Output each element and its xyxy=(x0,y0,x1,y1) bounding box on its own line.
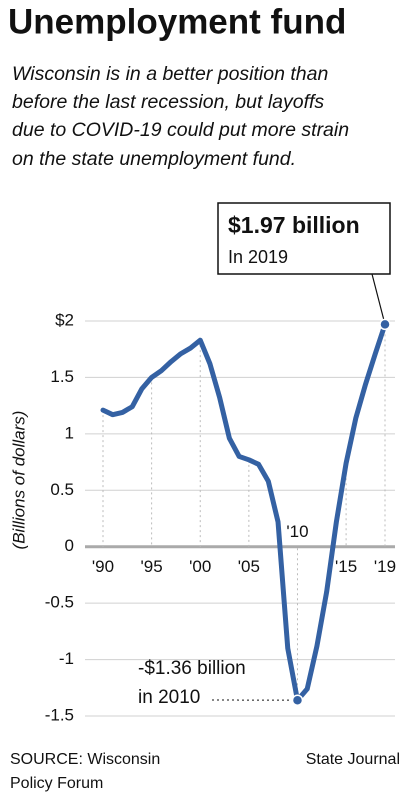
y-tick-label: -0.5 xyxy=(45,593,74,612)
subtitle: due to COVID-19 could put more strain xyxy=(12,119,349,141)
x-tick-label: '10 xyxy=(286,522,308,541)
callout-title: $1.97 billion xyxy=(228,212,360,238)
y-tick-label: -1.5 xyxy=(45,705,74,724)
source: Policy Forum xyxy=(10,775,103,792)
y-tick-label: 1 xyxy=(65,423,74,442)
x-tick-label: '19 xyxy=(374,557,396,576)
x-tick-label: '95 xyxy=(141,557,163,576)
y-tick-label: $2 xyxy=(55,310,74,329)
highlight-dot xyxy=(292,695,302,705)
low-label: in 2010 xyxy=(138,687,200,708)
source: SOURCE: Wisconsin xyxy=(10,751,160,768)
x-tick-label: '90 xyxy=(92,557,114,576)
x-tick-label: '00 xyxy=(189,557,211,576)
credit: State Journal xyxy=(306,751,400,768)
subtitle: Wisconsin is in a better position than xyxy=(12,63,328,85)
y-tick-label: 0 xyxy=(65,536,74,555)
callout-leader xyxy=(372,274,385,324)
low-label: -$1.36 billion xyxy=(138,658,246,679)
y-tick-label: 1.5 xyxy=(50,367,74,386)
y-tick-label: 0.5 xyxy=(50,480,74,499)
data-line xyxy=(103,324,385,700)
y-axis-label: (Billions of dollars) xyxy=(9,411,28,550)
chart-title: Unemployment fund xyxy=(8,2,346,41)
callout-text: In 2019 xyxy=(228,247,288,267)
x-tick-label: '05 xyxy=(238,557,260,576)
y-tick-label: -1 xyxy=(59,649,74,668)
highlight-dot xyxy=(380,319,390,329)
subtitle: on the state unemployment fund. xyxy=(12,148,296,170)
subtitle: before the last recession, but layoffs xyxy=(12,91,324,113)
x-tick-label: '15 xyxy=(335,557,357,576)
